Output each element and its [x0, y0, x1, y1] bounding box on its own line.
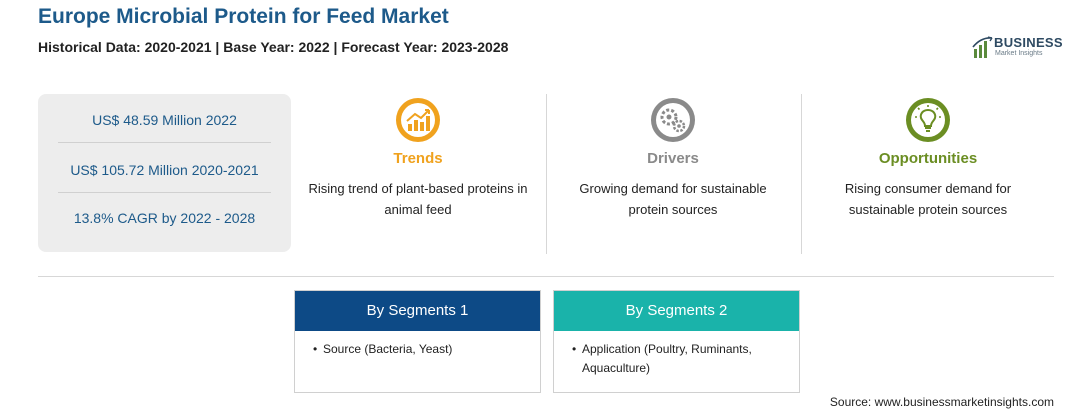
market-stats-panel: US$ 48.59 Million 2022 US$ 105.72 Millio… — [38, 94, 291, 252]
bullet-icon: • — [313, 342, 318, 356]
stat-divider — [58, 142, 271, 143]
opportunities-heading: Opportunities — [878, 150, 978, 167]
segment-card-2: By Segments 2 • Application (Poultry, Ru… — [553, 290, 800, 393]
stat-market-size-2022: US$ 48.59 Million 2022 — [92, 112, 237, 128]
column-divider — [546, 94, 547, 254]
stat-cagr: 13.8% CAGR by 2022 - 2028 — [73, 210, 256, 226]
segment-2-title: By Segments 2 — [554, 291, 799, 331]
segment-2-item-text: Application (Poultry, Ruminants, Aquacul… — [582, 342, 752, 375]
source-credit: Source: www.businessmarketinsights.com — [829, 395, 1054, 409]
logo-mark-icon — [972, 36, 993, 58]
logo-brand: BUSINESS — [994, 35, 1063, 50]
company-logo: BUSINESS Market Insights — [972, 35, 1063, 61]
stat-divider — [58, 192, 271, 193]
drivers-column: Drivers Growing demand for sustainable p… — [548, 92, 798, 256]
trends-column: Trends Rising trend of plant-based prote… — [293, 92, 543, 256]
gears-icon — [651, 98, 695, 142]
rising-chart-icon — [396, 98, 440, 142]
page-subtitle: Historical Data: 2020-2021 | Base Year: … — [38, 39, 509, 55]
segment-1-title: By Segments 1 — [295, 291, 540, 331]
drivers-text: Growing demand for sustainable protein s… — [579, 181, 767, 217]
logo-tagline: Market Insights — [995, 50, 1043, 57]
segment-1-item: • Source (Bacteria, Yeast) — [313, 340, 538, 359]
segment-card-1: By Segments 1 • Source (Bacteria, Yeast) — [294, 290, 541, 393]
segment-2-item: • Application (Poultry, Ruminants, Aquac… — [572, 340, 797, 378]
lightbulb-icon — [906, 98, 950, 142]
opportunities-text: Rising consumer demand for sustainable p… — [844, 181, 1012, 217]
bullet-icon: • — [572, 342, 577, 356]
section-divider — [38, 276, 1054, 277]
opportunities-column: Opportunities Rising consumer demand for… — [803, 92, 1053, 256]
trends-text: Rising trend of plant-based proteins in … — [308, 181, 528, 217]
stat-market-size-historical: US$ 105.72 Million 2020-2021 — [70, 162, 259, 178]
trends-heading: Trends — [393, 150, 443, 167]
column-divider — [801, 94, 802, 254]
segment-1-item-text: Source (Bacteria, Yeast) — [323, 342, 453, 356]
drivers-heading: Drivers — [647, 150, 699, 167]
page-title: Europe Microbial Protein for Feed Market — [38, 5, 449, 28]
